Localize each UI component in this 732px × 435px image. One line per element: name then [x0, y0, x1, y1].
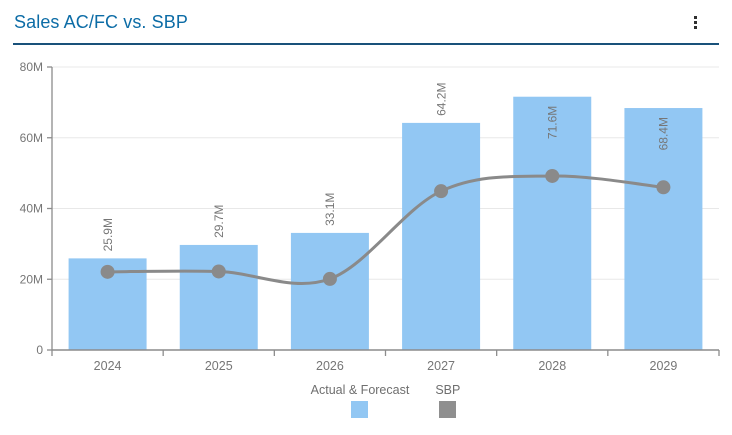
bar-2028[interactable] — [513, 96, 592, 350]
y-tick-label: 40M — [20, 202, 43, 216]
bar-2029[interactable] — [624, 108, 703, 350]
bar-data-label: 64.2M — [434, 83, 448, 116]
sbp-marker-2029[interactable] — [656, 180, 671, 195]
legend-swatch-sbp-icon — [439, 401, 457, 418]
chart-legend: Actual & Forecast SBP — [52, 383, 719, 418]
legend-item-actual-forecast[interactable]: Actual & Forecast — [310, 383, 410, 418]
legend-label: SBP — [435, 383, 461, 397]
sbp-marker-2027[interactable] — [434, 184, 449, 199]
legend-item-sbp[interactable]: SBP — [435, 383, 460, 418]
header-divider — [13, 43, 719, 45]
sbp-marker-2025[interactable] — [211, 264, 226, 279]
sbp-marker-2028[interactable] — [545, 168, 560, 183]
x-tick-label: 2027 — [427, 359, 455, 373]
chart-title: Sales AC/FC vs. SBP — [14, 12, 188, 32]
legend-label: Actual & Forecast — [310, 383, 410, 397]
bar-2026[interactable] — [290, 232, 369, 350]
bar-2025[interactable] — [179, 244, 258, 350]
kebab-dot — [693, 25, 697, 29]
bar-data-label: 25.9M — [101, 218, 115, 251]
kebab-menu-icon[interactable] — [686, 13, 704, 31]
kebab-dot — [693, 20, 697, 24]
y-tick-label: 20M — [20, 272, 43, 286]
legend-swatch-bar-icon — [351, 401, 369, 418]
x-tick-label: 2025 — [205, 359, 233, 373]
combo-chart-svg: 0 20M 40M 60M 80M 25.9M 29.7M 33.1M 64.2M 71.6M 68… — [20, 60, 720, 373]
bar-data-label: 71.6M — [545, 106, 559, 139]
sbp-marker-2026[interactable] — [322, 271, 337, 286]
bar-data-label: 68.4M — [657, 117, 671, 150]
y-tick-label: 60M — [20, 131, 43, 145]
x-tick-label: 2026 — [316, 359, 344, 373]
card-header: Sales AC/FC vs. SBP — [0, 0, 732, 44]
x-tick-label: 2029 — [650, 359, 678, 373]
bar-data-label: 29.7M — [212, 205, 226, 238]
bar-data-label: 33.1M — [323, 193, 337, 226]
x-tick-label: 2024 — [94, 359, 122, 373]
y-tick-label: 0 — [36, 343, 43, 357]
kebab-dot — [693, 15, 697, 19]
chart-area: 0 20M 40M 60M 80M 25.9M 29.7M 33.1M 64.2M 71.6M 68… — [20, 60, 720, 373]
sbp-marker-2024[interactable] — [100, 264, 115, 279]
y-tick-label: 80M — [20, 60, 43, 74]
x-tick-label: 2028 — [538, 359, 566, 373]
bar-2027[interactable] — [402, 122, 481, 350]
sbp-line — [107, 174, 664, 286]
